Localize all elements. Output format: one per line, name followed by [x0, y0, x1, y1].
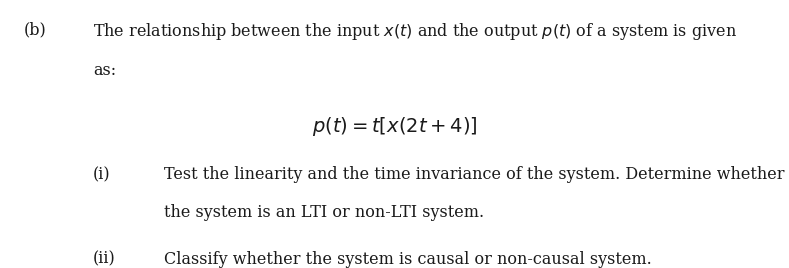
- Text: Classify whether the system is causal or non-causal system.: Classify whether the system is causal or…: [164, 251, 652, 267]
- Text: (b): (b): [24, 21, 47, 38]
- Text: (ii): (ii): [93, 251, 116, 267]
- Text: $p(t) = t[x(2t + 4)]$: $p(t) = t[x(2t + 4)]$: [312, 115, 477, 138]
- Text: The relationship between the input $x(t)$ and the output $p(t)$ of a system is g: The relationship between the input $x(t)…: [93, 21, 737, 42]
- Text: the system is an LTI or non-LTI system.: the system is an LTI or non-LTI system.: [164, 204, 484, 221]
- Text: as:: as:: [93, 62, 116, 79]
- Text: (i): (i): [93, 166, 110, 183]
- Text: Test the linearity and the time invariance of the system. Determine whether: Test the linearity and the time invarian…: [164, 166, 784, 183]
